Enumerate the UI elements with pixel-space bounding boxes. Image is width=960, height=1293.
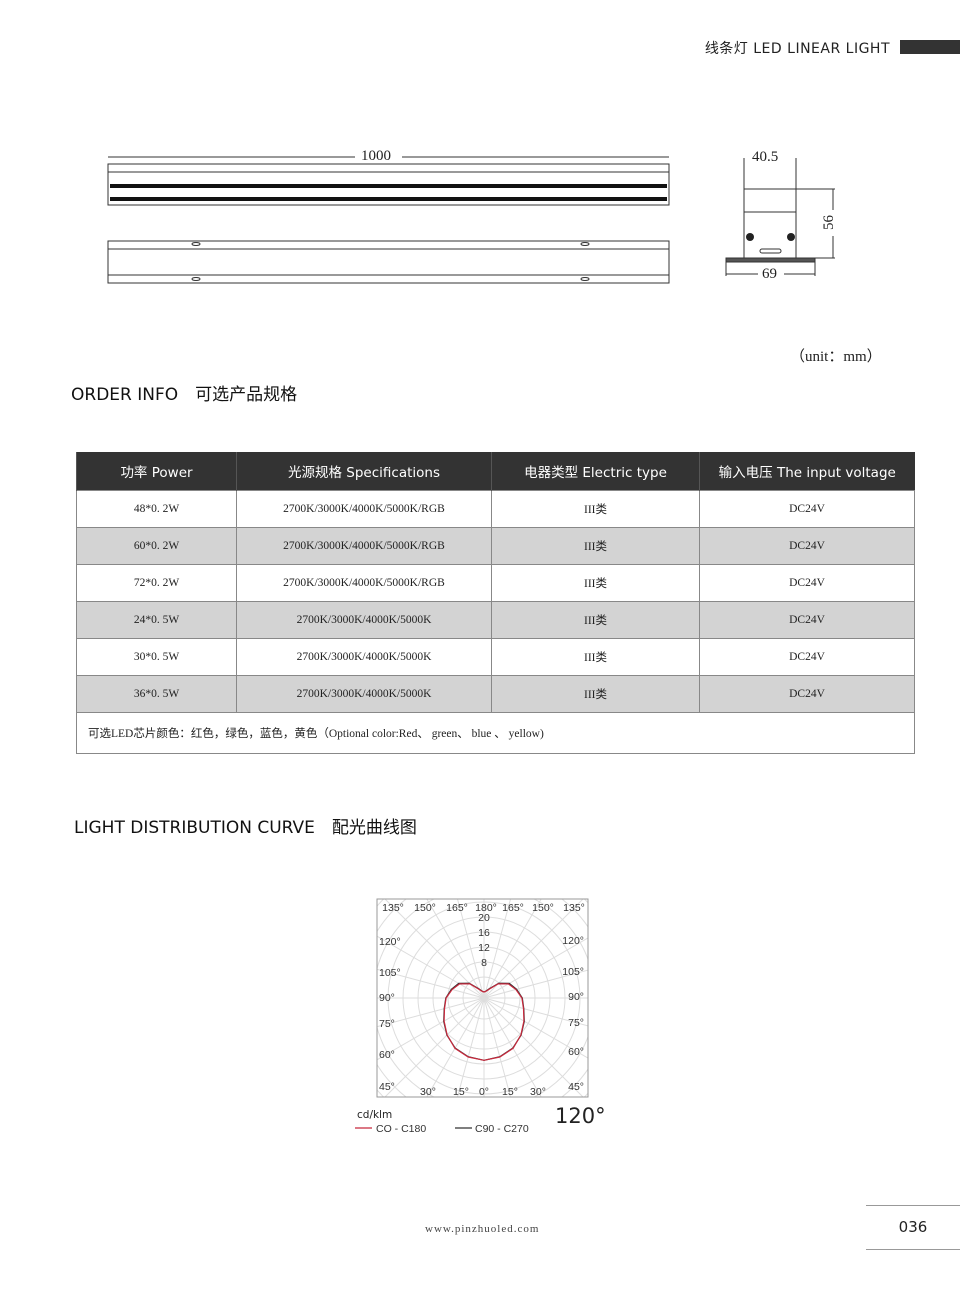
radial-label: 12: [478, 942, 490, 954]
angle-label: 120°: [379, 936, 401, 948]
angle-label: 180°: [475, 902, 497, 914]
angle-label: 75°: [568, 1017, 584, 1029]
unit-label-cdklm: cd/klm: [357, 1109, 393, 1121]
grid-spoke: [483, 899, 584, 999]
radial-label: 8: [481, 957, 487, 969]
page-number: 036: [866, 1205, 960, 1250]
table-cell: DC24V: [699, 564, 915, 602]
angle-label: 150°: [414, 902, 436, 914]
grid-spoke: [377, 935, 485, 999]
angle-label: 15°: [502, 1086, 518, 1098]
color-options-note: 可选LED芯片颜色：红色，绿色，蓝色，黄色（Optional color:Red…: [76, 712, 915, 754]
grid-spoke: [483, 997, 588, 1059]
grid-spoke: [377, 997, 485, 1061]
angle-label: 150°: [532, 902, 554, 914]
distribution-curve: [443, 983, 525, 1061]
table-cell: DC24V: [699, 527, 915, 565]
column-header: 功率 Power: [76, 452, 237, 491]
chart-frame: [376, 898, 589, 1098]
table-cell: 72*0. 2W: [76, 564, 237, 602]
website: www.pinzhuoled.com: [425, 1223, 540, 1235]
angle-label: 135°: [382, 902, 404, 914]
grid-spoke: [456, 899, 485, 999]
table-row: 72*0. 2W 2700K/3000K/4000K/5000K/RGB III类 D…: [76, 564, 915, 602]
angle-label: 45°: [568, 1081, 584, 1093]
grid-spoke: [483, 997, 584, 1097]
angle-label: 60°: [379, 1049, 395, 1061]
table-cell: 2700K/3000K/4000K/5000K: [236, 675, 492, 713]
length-dimension: 1000: [361, 148, 391, 164]
column-header: 输入电压 The input voltage: [699, 452, 915, 491]
table-cell: III类: [491, 675, 700, 713]
table-cell: 2700K/3000K/4000K/5000K/RGB: [236, 527, 492, 565]
angle-label: 90°: [568, 991, 584, 1003]
grid-spoke: [384, 899, 485, 999]
grid-spoke: [384, 997, 485, 1097]
angle-label: 30°: [530, 1086, 546, 1098]
angle-label: 105°: [379, 967, 401, 979]
unit-label: （unit：mm）: [790, 349, 882, 365]
angle-label: 105°: [562, 966, 584, 978]
product-drawing: [107, 156, 835, 284]
legend-label-c90: C90 - C270: [475, 1123, 529, 1135]
width-dimension: 40.5: [752, 149, 779, 165]
angle-label: 165°: [502, 902, 524, 914]
radial-label: 20: [478, 912, 490, 924]
grid-spoke: [483, 997, 512, 1097]
light-distribution-chart: 135° 150° 165° 180° 165° 150° 135°120°105°90°7…: [355, 898, 589, 1135]
grid-spoke: [483, 997, 542, 1097]
table-cell: III类: [491, 527, 700, 565]
table-cell: 36*0. 5W: [76, 675, 237, 713]
table-cell: 24*0. 5W: [76, 601, 237, 639]
angle-label: 90°: [379, 992, 395, 1004]
header-bar: [900, 40, 960, 54]
grid-spoke: [483, 899, 542, 999]
radial-label: 16: [478, 927, 490, 939]
grid-spoke: [483, 937, 588, 999]
table-row: 36*0. 5W 2700K/3000K/4000K/5000K III类 DC24V: [76, 675, 915, 713]
angle-label: 60°: [568, 1046, 584, 1058]
table-row: 24*0. 5W 2700K/3000K/4000K/5000K III类 DC24V: [76, 601, 915, 639]
grid-spoke: [483, 969, 588, 999]
table-cell: 2700K/3000K/4000K/5000K/RGB: [236, 564, 492, 602]
table-cell: III类: [491, 638, 700, 676]
angle-label: 45°: [379, 1081, 395, 1093]
beam-angle: 120°: [555, 1104, 606, 1128]
angle-label: 165°: [446, 902, 468, 914]
grid-spoke: [426, 899, 485, 999]
angle-label: 15°: [453, 1086, 469, 1098]
note-row: 可选LED芯片颜色：红色，绿色，蓝色，黄色（Optional color:Red…: [76, 712, 915, 754]
table-cell: 60*0. 2W: [76, 527, 237, 565]
table-cell: DC24V: [699, 675, 915, 713]
table-cell: 2700K/3000K/4000K/5000K: [236, 601, 492, 639]
grid-spoke: [483, 997, 588, 1027]
page-header-title: 线条灯 LED LINEAR LIGHT: [704, 41, 890, 57]
column-header: 电器类型 Electric type: [491, 452, 700, 491]
distribution-title: LIGHT DISTRIBUTION CURVE 配光曲线图: [74, 818, 417, 838]
grid-spoke: [456, 997, 485, 1097]
spec-table: 功率 Power 光源规格 Specifications 电器类型 Electr…: [76, 452, 915, 754]
table-row: 60*0. 2W 2700K/3000K/4000K/5000K/RGB III类 D…: [76, 527, 915, 565]
order-info-title: ORDER INFO 可选产品规格: [71, 385, 298, 405]
legend-label-c0: CO - C180: [376, 1123, 426, 1135]
grid-spoke: [426, 997, 485, 1097]
angle-label: 75°: [379, 1018, 395, 1030]
table-cell: III类: [491, 601, 700, 639]
angle-label: 120°: [562, 935, 584, 947]
angle-label: 30°: [420, 1086, 436, 1098]
angle-label: 135°: [563, 902, 585, 914]
base-width-dimension: 69: [762, 266, 777, 282]
table-cell: 2700K/3000K/4000K/5000K: [236, 638, 492, 676]
angle-label: 0°: [479, 1086, 489, 1098]
grid-spoke: [377, 997, 485, 1028]
column-header: 光源规格 Specifications: [236, 452, 492, 491]
grid-spoke: [483, 899, 512, 999]
grid-spoke: [377, 968, 485, 999]
